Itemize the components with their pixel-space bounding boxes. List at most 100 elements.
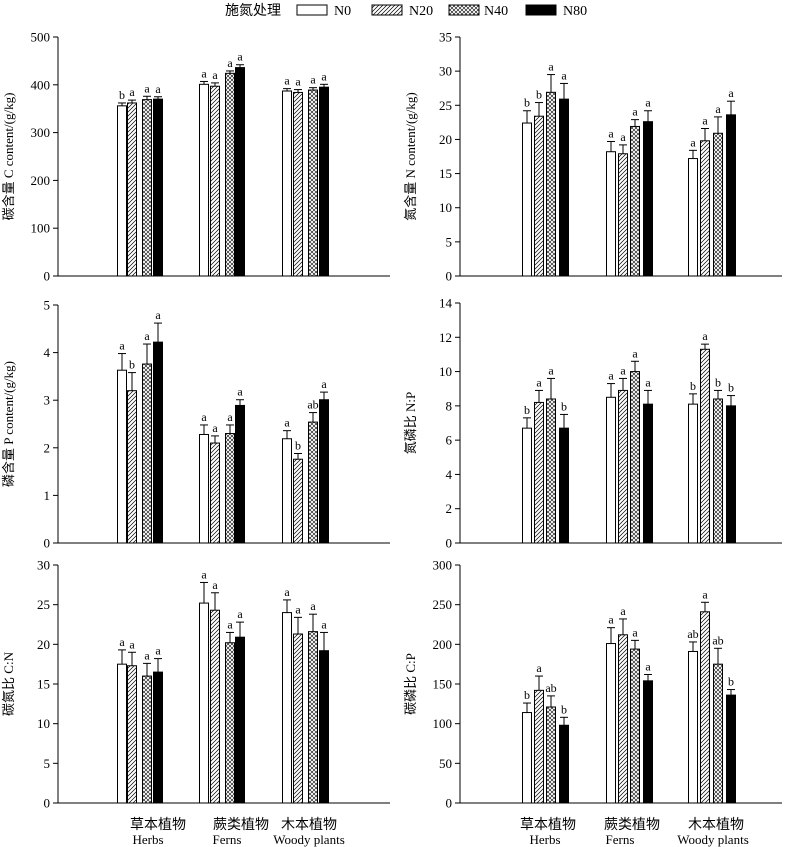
significance-letter: a bbox=[645, 375, 651, 389]
bar-n40 bbox=[308, 631, 318, 804]
y-tick-label: 35 bbox=[439, 30, 452, 45]
bar-n40 bbox=[142, 363, 152, 544]
y-tick-label: 300 bbox=[433, 558, 453, 573]
y-tick-label: 500 bbox=[31, 30, 51, 45]
bar-n40 bbox=[546, 398, 556, 544]
bar-n20 bbox=[293, 633, 303, 804]
significance-letter: a bbox=[608, 126, 614, 140]
significance-letter: a bbox=[295, 602, 301, 616]
y-tick-label: 0 bbox=[44, 269, 51, 284]
significance-letter: b bbox=[728, 381, 734, 395]
bar-n40 bbox=[308, 421, 318, 544]
y-tick-label: 100 bbox=[31, 221, 51, 236]
significance-letter: a bbox=[155, 644, 161, 658]
significance-letter: a bbox=[690, 135, 696, 149]
significance-letter: a bbox=[321, 617, 327, 631]
significance-letter: a bbox=[645, 659, 651, 673]
significance-letter: a bbox=[715, 102, 721, 116]
x-label-cn-ferns-left: 蕨类植物 bbox=[213, 817, 269, 833]
significance-letter: b bbox=[728, 675, 734, 689]
y-tick-label: 0 bbox=[446, 269, 453, 284]
x-label-en-woody-left: Woody plants bbox=[273, 832, 345, 847]
y-tick-label: 25 bbox=[439, 98, 452, 113]
bar-n80 bbox=[726, 694, 736, 804]
legend: 施氮处理 N0 N20 N40 N80 bbox=[225, 3, 587, 19]
bar-n80 bbox=[643, 403, 653, 544]
x-label-cn-ferns-right: 蕨类植物 bbox=[604, 817, 660, 833]
y-axis-label: 碳氮比 C:N bbox=[1, 651, 16, 716]
bar-n0 bbox=[282, 90, 292, 277]
significance-letter: a bbox=[237, 385, 243, 399]
significance-letter: a bbox=[237, 50, 243, 64]
y-tick-label: 2 bbox=[446, 501, 453, 516]
significance-letter: a bbox=[548, 363, 554, 377]
bar-n80 bbox=[643, 680, 653, 804]
bar-n0 bbox=[199, 602, 209, 804]
significance-letter: a bbox=[119, 339, 125, 353]
bar-n80 bbox=[153, 98, 163, 277]
legend-title: 施氮处理 bbox=[225, 3, 281, 19]
legend-label-n0: N0 bbox=[334, 4, 351, 19]
y-tick-label: 30 bbox=[37, 558, 50, 573]
bar-n20 bbox=[700, 348, 710, 544]
significance-letter: a bbox=[237, 607, 243, 621]
y-tick-label: 100 bbox=[433, 716, 453, 731]
significance-letter: a bbox=[620, 363, 626, 377]
bar-n80 bbox=[235, 636, 245, 804]
bar-n20 bbox=[700, 140, 710, 277]
y-tick-label: 400 bbox=[31, 77, 51, 92]
bar-n80 bbox=[319, 650, 329, 804]
bar-n0 bbox=[522, 427, 532, 544]
legend-swatch-n0 bbox=[296, 4, 328, 16]
significance-letter: a bbox=[536, 661, 542, 675]
y-tick-label: 20 bbox=[439, 132, 452, 147]
significance-letter: a bbox=[645, 96, 651, 110]
bar-n80 bbox=[153, 341, 163, 544]
bar-n0 bbox=[199, 83, 209, 277]
bar-n40 bbox=[713, 132, 723, 277]
x-label-en-ferns-right: Ferns bbox=[606, 832, 635, 847]
bar-n0 bbox=[282, 438, 292, 544]
significance-letter: a bbox=[321, 69, 327, 83]
y-tick-label: 20 bbox=[37, 637, 50, 652]
significance-letter: a bbox=[119, 635, 125, 649]
bar-n80 bbox=[153, 671, 163, 804]
bar-n40 bbox=[546, 91, 556, 277]
bar-n20 bbox=[618, 389, 628, 544]
y-tick-label: 5 bbox=[44, 298, 51, 313]
significance-letter: a bbox=[155, 82, 161, 96]
legend-swatch-n80 bbox=[525, 4, 557, 16]
legend-swatch-n40 bbox=[448, 4, 480, 16]
significance-letter: b bbox=[690, 379, 696, 393]
y-tick-label: 150 bbox=[433, 677, 453, 692]
y-tick-label: 0 bbox=[44, 536, 51, 551]
bar-n0 bbox=[606, 396, 616, 544]
y-tick-label: 200 bbox=[433, 637, 453, 652]
bar-n80 bbox=[559, 427, 569, 544]
bar-n20 bbox=[127, 665, 137, 804]
significance-letter: a bbox=[608, 369, 614, 383]
legend-swatch-n20 bbox=[371, 4, 403, 16]
significance-letter: a bbox=[620, 130, 626, 144]
bar-n0 bbox=[282, 612, 292, 804]
significance-letter: a bbox=[632, 105, 638, 119]
y-tick-label: 200 bbox=[31, 173, 51, 188]
y-tick-label: 300 bbox=[31, 125, 51, 140]
significance-letter: a bbox=[608, 613, 614, 627]
bar-n20 bbox=[618, 634, 628, 804]
significance-letter: a bbox=[702, 114, 708, 128]
bar-n20 bbox=[618, 153, 628, 277]
significance-letter: a bbox=[561, 68, 567, 82]
y-tick-label: 4 bbox=[446, 467, 453, 482]
x-label-cn-herbs-right: 草本植物 bbox=[520, 817, 576, 833]
significance-letter: a bbox=[212, 421, 218, 435]
bar-n40 bbox=[630, 371, 640, 544]
bar-n40 bbox=[713, 663, 723, 804]
significance-letter: a bbox=[227, 56, 233, 70]
significance-letter: b bbox=[295, 439, 301, 453]
y-tick-label: 1 bbox=[44, 488, 51, 503]
legend-label-n80: N80 bbox=[563, 4, 587, 19]
bar-n0 bbox=[606, 151, 616, 277]
